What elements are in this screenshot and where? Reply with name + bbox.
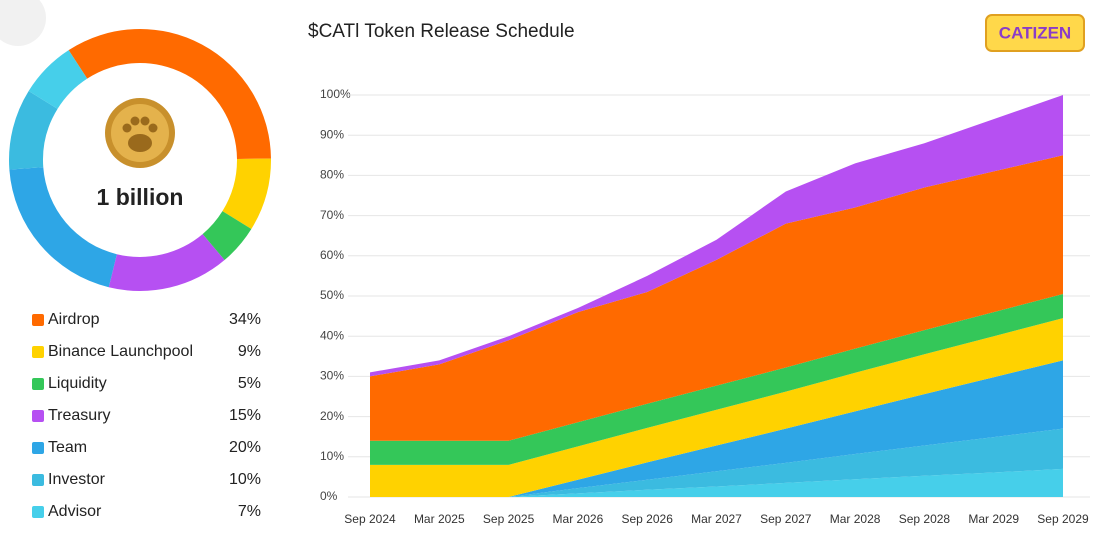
area <box>370 293 1063 465</box>
legend-label: Airdrop <box>48 311 100 328</box>
y-tick-label: 40% <box>320 328 344 342</box>
area <box>370 318 1063 497</box>
legend-value: 5% <box>238 375 261 392</box>
x-tick-label: Mar 2025 <box>414 512 465 526</box>
legend-swatch <box>32 314 44 326</box>
legend-label: Treasury <box>48 407 111 424</box>
area <box>370 428 1063 497</box>
y-tick-label: 50% <box>320 288 344 302</box>
legend-swatch <box>32 442 44 454</box>
legend-label: Advisor <box>48 503 102 520</box>
legend-label: Liquidity <box>48 375 107 392</box>
x-tick-label: Sep 2028 <box>899 512 951 526</box>
x-tick-label: Sep 2027 <box>760 512 812 526</box>
donut-segment <box>108 234 225 292</box>
donut-segment <box>222 158 271 230</box>
donut-segment <box>9 167 117 288</box>
legend-swatch <box>32 410 44 422</box>
x-tick-label: Mar 2028 <box>830 512 881 526</box>
coin <box>105 98 175 168</box>
area <box>370 360 1063 497</box>
x-tick-label: Sep 2026 <box>622 512 674 526</box>
logo-text: CATIZEN <box>999 23 1071 42</box>
x-tick-label: Sep 2029 <box>1037 512 1089 526</box>
center-text: 1 billion <box>97 184 184 210</box>
y-tick-label: 80% <box>320 168 344 182</box>
y-tick-label: 70% <box>320 208 344 222</box>
legend-label: Binance Launchpool <box>48 343 193 360</box>
legend-swatch <box>32 506 44 518</box>
x-tick-label: Sep 2025 <box>483 512 535 526</box>
area <box>370 155 1063 441</box>
donut-segment <box>202 211 252 261</box>
donut-segment <box>8 90 58 170</box>
logo: CATIZEN <box>985 14 1085 52</box>
donut-segment <box>68 28 271 159</box>
y-tick-label: 60% <box>320 248 344 262</box>
x-tick-label: Mar 2027 <box>691 512 742 526</box>
area <box>370 468 1063 497</box>
legend-value: 10% <box>229 471 261 488</box>
legend-label: Team <box>48 439 87 456</box>
legend-swatch <box>32 346 44 358</box>
legend-value: 15% <box>229 407 261 424</box>
area <box>370 95 1063 377</box>
legend-label: Investor <box>48 471 106 488</box>
legend-value: 9% <box>238 343 261 360</box>
y-tick-label: 20% <box>320 409 344 423</box>
legend-value: 34% <box>229 311 261 328</box>
legend-swatch <box>32 378 44 390</box>
decor <box>0 0 46 46</box>
legend-swatch <box>32 474 44 486</box>
y-tick-label: 30% <box>320 369 344 383</box>
y-tick-label: 10% <box>320 449 344 463</box>
x-tick-label: Mar 2026 <box>553 512 604 526</box>
donut-segment <box>28 50 88 109</box>
legend-value: 7% <box>238 503 261 520</box>
x-tick-label: Mar 2029 <box>968 512 1019 526</box>
y-tick-label: 90% <box>320 127 344 141</box>
x-tick-label: Sep 2024 <box>344 512 396 526</box>
legend-value: 20% <box>229 439 261 456</box>
y-tick-label: 0% <box>320 489 338 503</box>
y-tick-label: 100% <box>320 87 351 101</box>
chart-title: $CATl Token Release Schedule <box>308 21 575 42</box>
